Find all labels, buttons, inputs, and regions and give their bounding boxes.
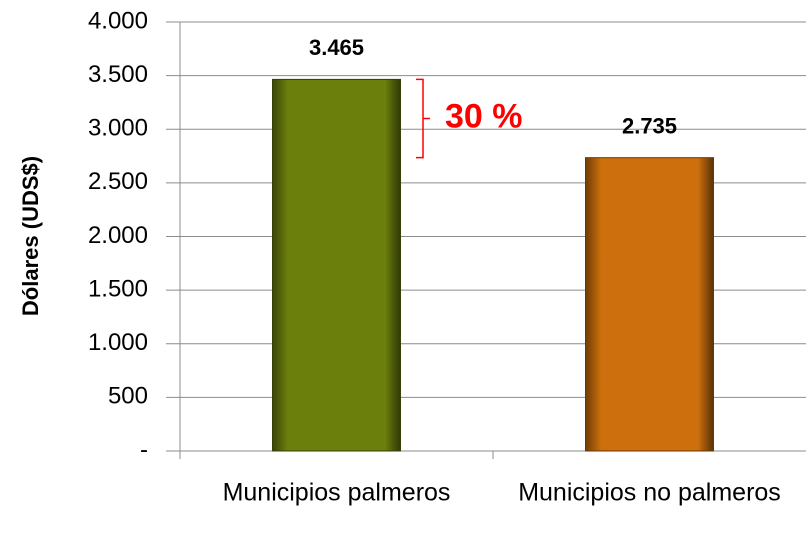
x-tick-label: Municipios no palmeros: [518, 479, 781, 507]
y-axis-title: Dólares (UDS$): [18, 156, 43, 316]
data-label: 2.735: [622, 113, 677, 138]
annotation-bracket: [416, 78, 430, 159]
y-tick-label: 2.500: [88, 168, 148, 195]
annotation: 30 %: [445, 98, 523, 136]
y-tick-label: 4.000: [88, 7, 148, 34]
y-tick-label: -: [140, 436, 148, 463]
data-label: 3.465: [309, 35, 364, 60]
y-tick-label: 1.500: [88, 275, 148, 302]
y-tick-label: 3.500: [88, 61, 148, 88]
bar: [585, 157, 714, 452]
y-tick-label: 1.000: [88, 329, 148, 356]
y-tick-label: 500: [108, 383, 148, 410]
x-tick-label: Municipios palmeros: [223, 479, 451, 507]
bar: [272, 78, 401, 452]
y-tick-label: 3.000: [88, 115, 148, 142]
y-tick-label: 2.000: [88, 222, 148, 249]
